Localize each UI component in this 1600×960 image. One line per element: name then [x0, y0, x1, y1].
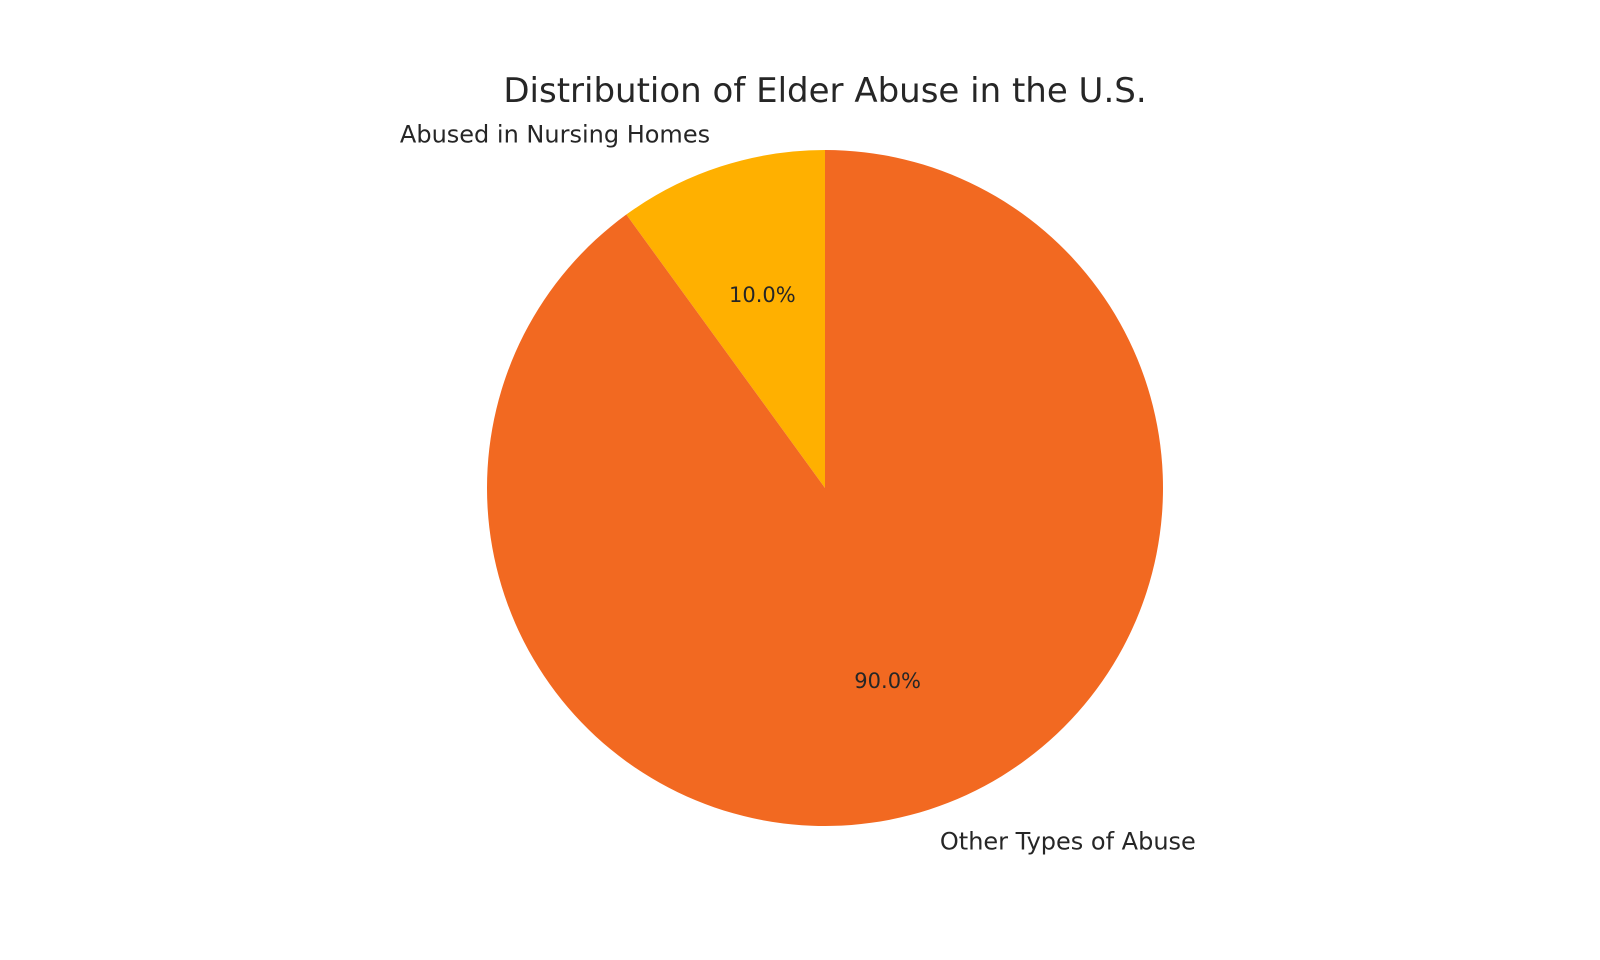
pie-slice-0	[626, 150, 825, 488]
pie-category-label-0: Abused in Nursing Homes	[400, 120, 710, 148]
pie-category-label-1: Other Types of Abuse	[940, 828, 1196, 856]
chart-title: Distribution of Elder Abuse in the U.S.	[503, 71, 1146, 111]
pie-pct-label-1: 90.0%	[854, 669, 921, 693]
pie-slices	[487, 150, 1164, 827]
pie-pct-label-0: 10.0%	[729, 283, 796, 307]
pie-labels: 10.0% Abused in Nursing Homes 90.0% Other T…	[400, 120, 1196, 855]
pie-slice-1	[487, 150, 1164, 827]
